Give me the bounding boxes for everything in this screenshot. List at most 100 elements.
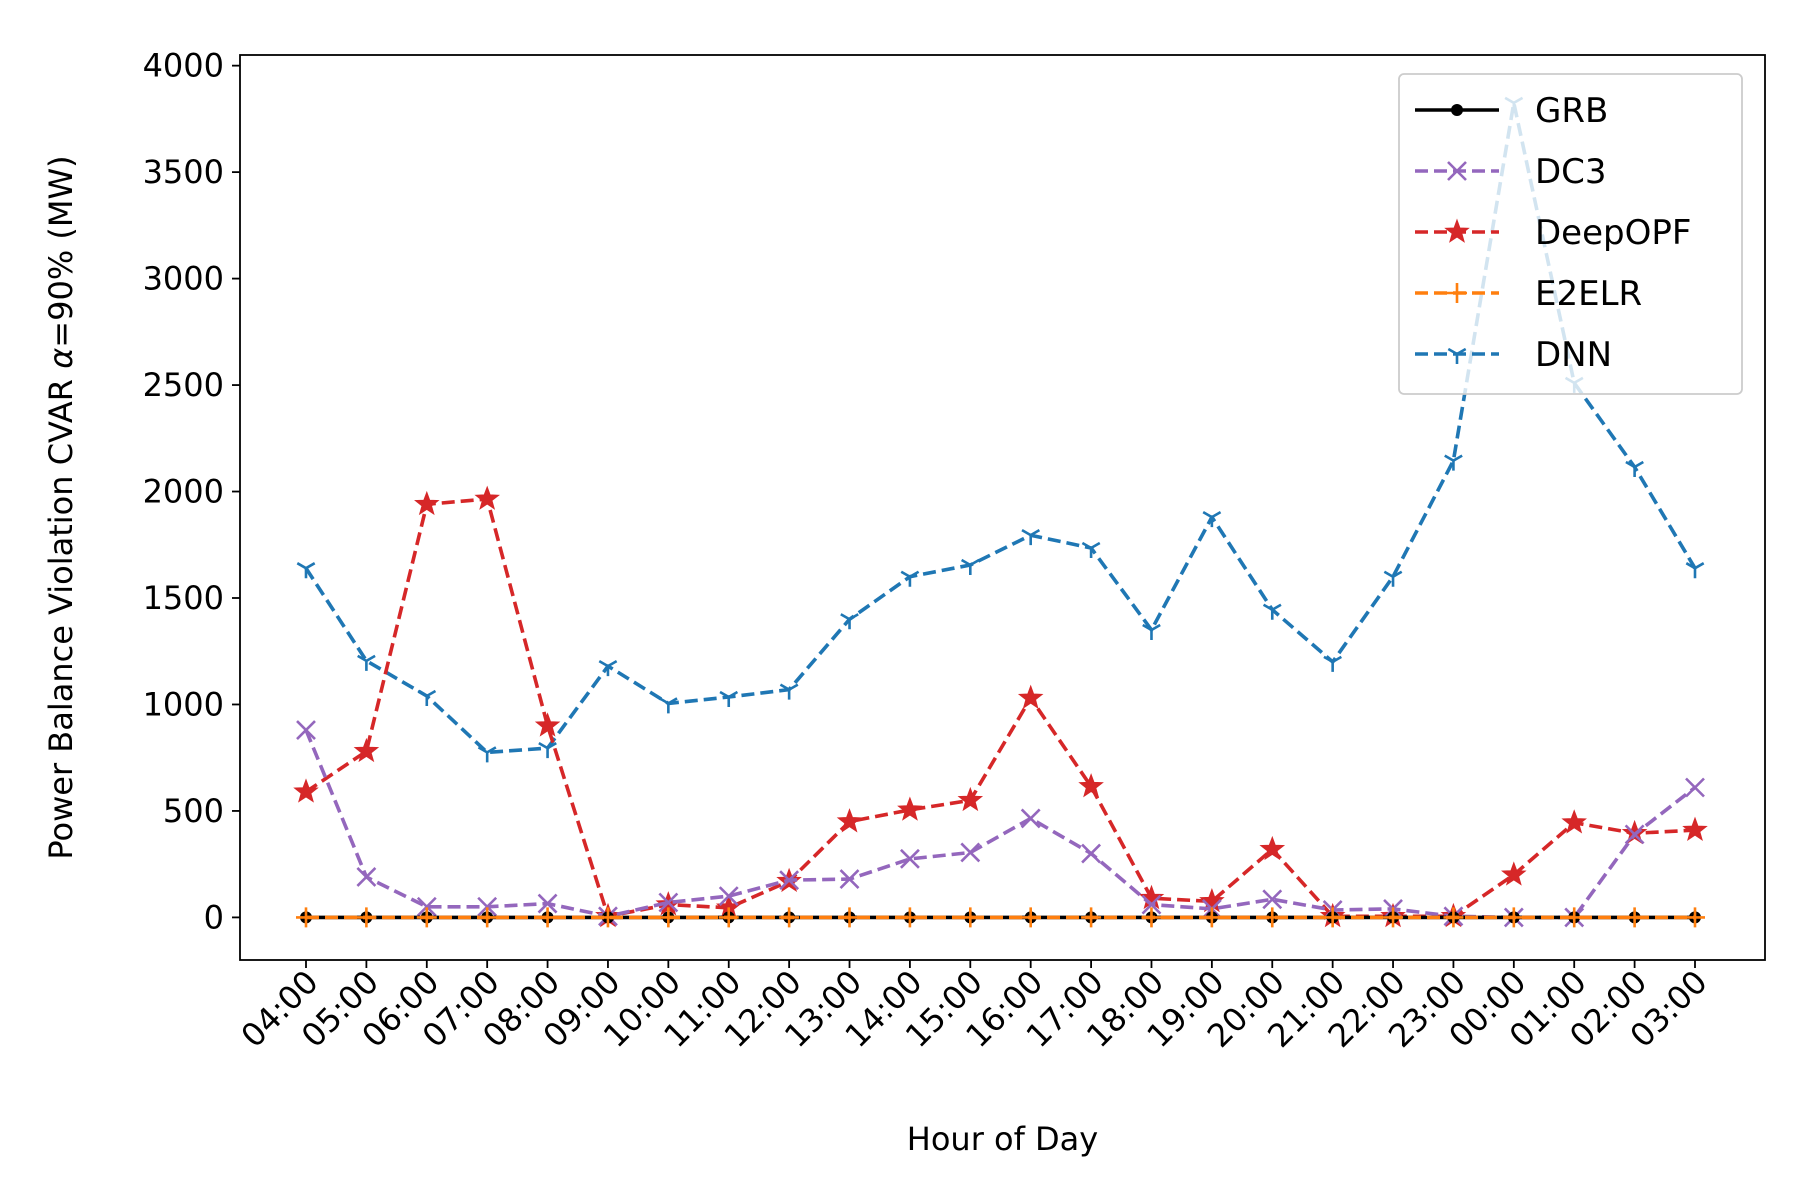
data-point: [537, 893, 558, 914]
data-point: [659, 697, 678, 714]
data-point: [836, 808, 863, 833]
data-point: [1383, 570, 1403, 587]
data-point: [658, 892, 679, 913]
data-point: [1078, 773, 1104, 798]
data-point: [1201, 907, 1222, 928]
data-point: [416, 907, 437, 928]
data-point: [1444, 454, 1463, 471]
y-tick-label: 4000: [143, 47, 224, 85]
data-point: [353, 737, 380, 763]
legend-item-dc3: DC3: [1415, 152, 1607, 192]
legend-label: DNN: [1535, 335, 1612, 375]
y-tick-label: 1000: [143, 685, 224, 723]
data-point: [1323, 655, 1342, 672]
data-point: [1142, 623, 1161, 640]
data-point: [417, 689, 437, 706]
series-line: [304, 101, 1697, 755]
data-point: [1561, 809, 1587, 834]
data-point: [357, 654, 376, 671]
data-point: [1262, 907, 1283, 928]
data-point: [1685, 907, 1705, 928]
data-point: [1262, 889, 1283, 910]
data-point: [1383, 907, 1404, 928]
data-point: [477, 907, 498, 928]
data-point: [718, 886, 739, 907]
y-axis-title-symbol: α: [42, 348, 80, 369]
data-point: [1501, 861, 1527, 886]
y-tick-label: 500: [163, 792, 224, 830]
y-axis: 0 500 1000 1500 2000 2500 3000 3500 4000: [143, 47, 240, 936]
legend-item-e2elr: E2ELR: [1415, 274, 1642, 314]
data-point: [1624, 824, 1645, 845]
x-axis-title: Hour of Day: [907, 1120, 1098, 1158]
data-point: [1017, 684, 1044, 709]
data-point: [356, 907, 377, 928]
data-point: [718, 907, 739, 928]
data-point: [1322, 907, 1343, 928]
data-point: [779, 870, 800, 891]
data-point: [1259, 835, 1286, 861]
data-point: [839, 869, 860, 890]
data-point: [1443, 907, 1464, 928]
series-dnn: [296, 96, 1705, 763]
data-point: [1081, 907, 1102, 928]
data-point: [658, 907, 679, 928]
data-point: [840, 613, 859, 630]
data-point: [1625, 460, 1644, 478]
data-point: [960, 558, 980, 575]
data-point: [1020, 907, 1041, 928]
data-point: [779, 683, 799, 700]
data-point: [1447, 161, 1467, 181]
data-point: [1503, 907, 1524, 928]
data-point: [1020, 808, 1041, 829]
data-point: [1564, 907, 1585, 928]
data-point: [416, 896, 437, 917]
data-point: [1141, 907, 1162, 928]
y-tick-label: 2000: [143, 473, 224, 511]
y-axis-title-prefix: Power Balance Violation CVAR: [42, 369, 80, 860]
y-tick-label: 3000: [143, 260, 224, 298]
data-point: [900, 570, 920, 587]
data-point: [296, 720, 316, 740]
data-point: [598, 660, 618, 677]
data-point: [1451, 104, 1463, 116]
data-point: [477, 896, 498, 917]
data-point: [899, 848, 920, 869]
y-tick-label: 1500: [143, 579, 224, 617]
legend-label: E2ELR: [1535, 274, 1642, 314]
data-point: [960, 842, 981, 863]
legend-label: DeepOPF: [1535, 213, 1691, 253]
data-point: [537, 907, 558, 928]
y-axis-title-suffix: =90% (MW): [42, 155, 80, 347]
data-point: [1624, 907, 1645, 928]
data-point: [1202, 510, 1222, 528]
legend-label: DC3: [1535, 152, 1607, 192]
data-point: [899, 907, 920, 928]
data-point: [296, 907, 316, 928]
data-point: [960, 907, 981, 928]
data-point: [477, 746, 497, 763]
data-point: [474, 485, 500, 510]
data-point: [897, 796, 923, 821]
data-point: [1685, 777, 1705, 798]
y-tick-label: 2500: [143, 366, 224, 404]
series-e2elr: [296, 907, 1705, 928]
data-point: [1447, 283, 1467, 303]
plot-frame: [239, 54, 1766, 961]
data-point: [1199, 887, 1225, 913]
legend-item-dnn: DNN: [1415, 335, 1612, 375]
legend-label: GRB: [1535, 91, 1608, 131]
data-point: [1444, 218, 1470, 243]
legend-box: [1398, 73, 1743, 395]
y-axis-title: Power Balance Violation CVAR α=90% (MW): [42, 155, 80, 859]
data-point: [597, 907, 618, 928]
legend: GRB DC3 DeepOPF E2ELR DNN: [1398, 73, 1743, 395]
data-point: [293, 778, 319, 803]
data-point: [1081, 541, 1101, 558]
data-point: [1262, 603, 1282, 620]
data-point: [719, 690, 739, 708]
data-point: [957, 786, 984, 812]
series-line: [304, 497, 1696, 919]
data-point: [1081, 843, 1102, 864]
